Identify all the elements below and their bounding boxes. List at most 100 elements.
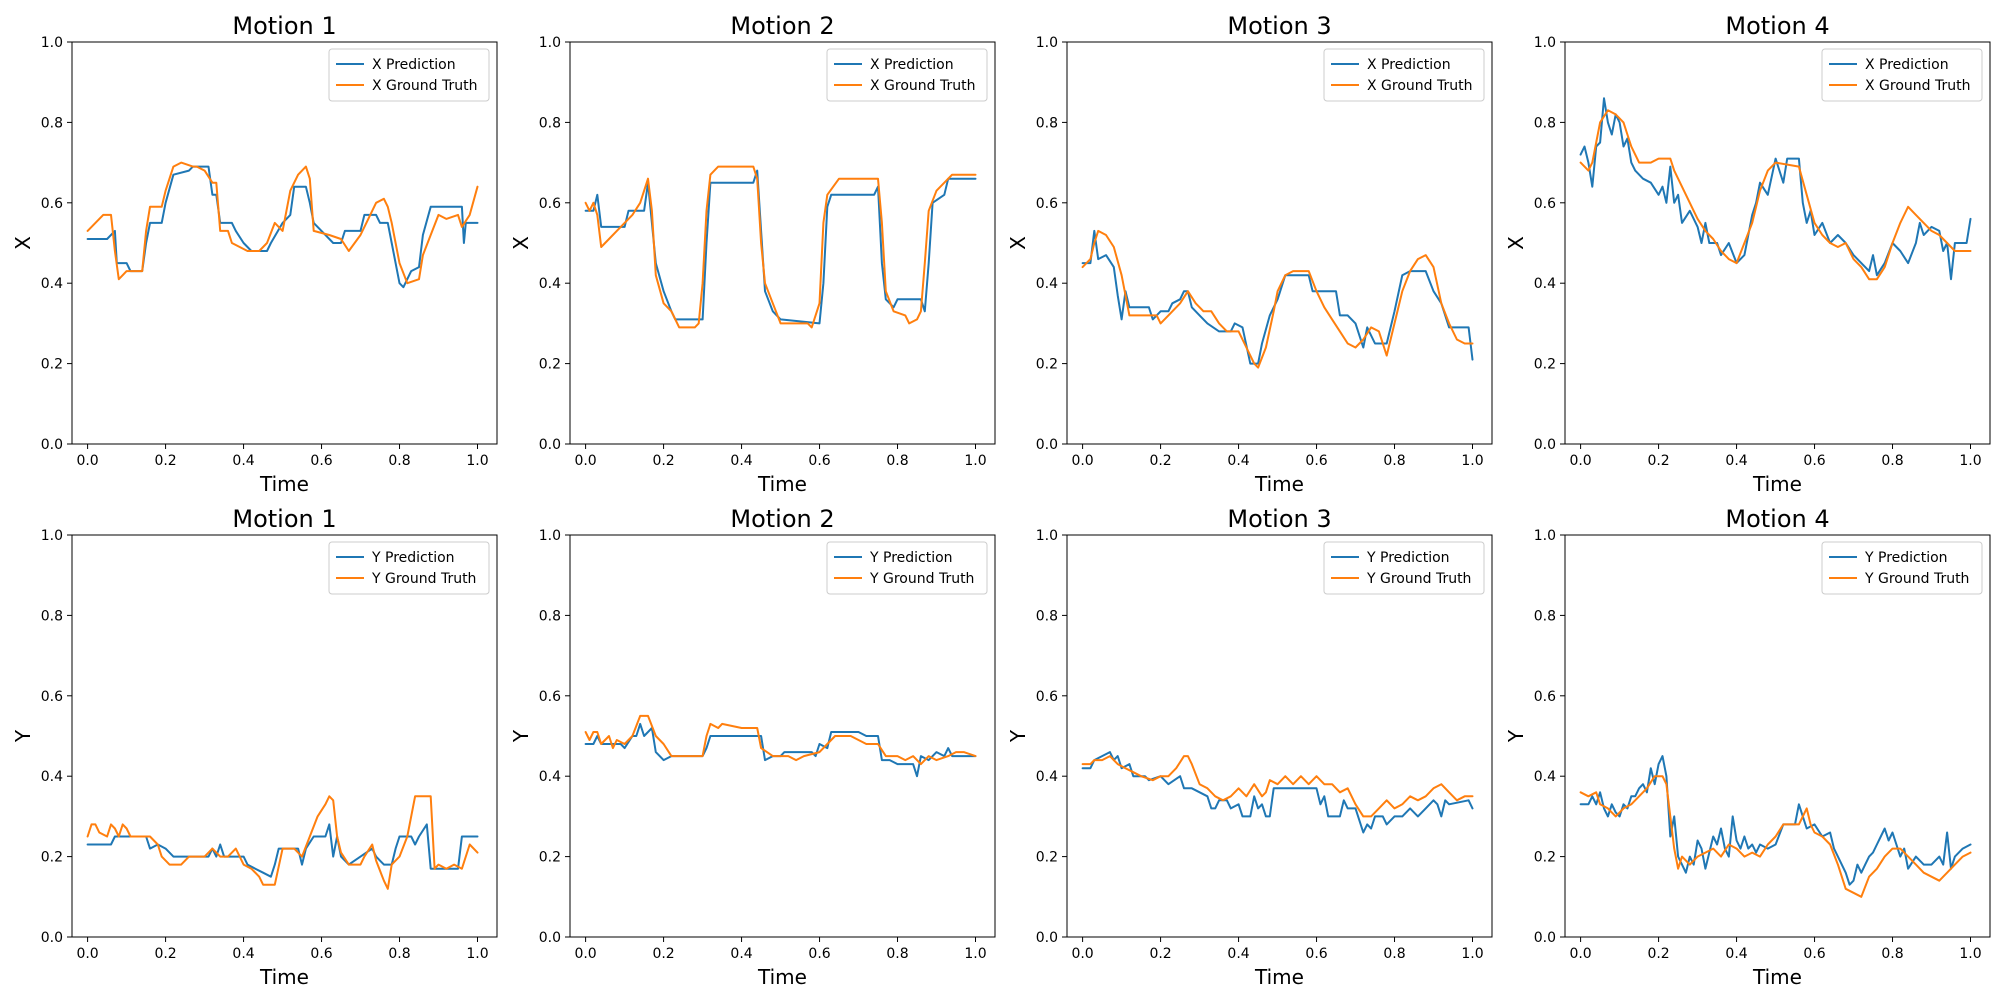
- y-tick-label: 1.0: [1534, 528, 1556, 544]
- x-tick-label: 0.0: [76, 946, 98, 962]
- series-group: [1081, 229, 1474, 369]
- axes-frame: [569, 41, 996, 445]
- y-tick-label: 1.0: [41, 35, 63, 51]
- y-tick-label: 0.8: [539, 608, 561, 624]
- series-group: [1579, 755, 1972, 898]
- x-tick-label: 0.6: [1305, 946, 1327, 962]
- x-axis-label: Time: [1752, 472, 1802, 496]
- x-tick-label: 0.8: [388, 946, 410, 962]
- y-tick-label: 0.8: [539, 115, 561, 131]
- y-tick-label: 0.0: [1534, 437, 1556, 453]
- x-tick-label: 0.8: [1881, 453, 1903, 469]
- legend-label: X Prediction: [1367, 57, 1451, 73]
- axes-frame: [71, 41, 498, 445]
- y-tick-label: 0.6: [41, 196, 63, 212]
- ground-truth-line: [1579, 109, 1972, 281]
- y-tick-label: 0.2: [539, 357, 561, 373]
- y-tick-label: 0.6: [1534, 689, 1556, 705]
- legend-box: [826, 541, 988, 595]
- x-tick-label: 1.0: [1959, 453, 1981, 469]
- x-axis-label: Time: [1254, 965, 1304, 989]
- subplot-2-4: Motion 4 0.0 0.2 0.4 0.6 0.8 1.0 0.0 0.2 0.4 0.6 0.…: [1504, 505, 1991, 989]
- y-tick-label: 1.0: [1534, 35, 1556, 51]
- legend-label: Y Ground Truth: [1864, 571, 1969, 587]
- y-tick-label: 0.4: [41, 276, 63, 292]
- ground-truth-line: [1579, 775, 1972, 898]
- y-tick-label: 0.6: [41, 689, 63, 705]
- subplot-1-3: Motion 3 0.0 0.2 0.4 0.6 0.8 1.0 0.0 0.2 0.4 0.6 0.…: [1006, 12, 1493, 496]
- legend-label: Y Prediction: [1864, 550, 1948, 566]
- x-tick-label: 0.4: [232, 453, 254, 469]
- x-axis-label: Time: [757, 472, 807, 496]
- y-tick-label: 0.6: [539, 196, 561, 212]
- y-tick-label: 0.4: [539, 769, 561, 785]
- x-tick-label: 1.0: [466, 453, 488, 469]
- y-tick-label: 0.2: [539, 850, 561, 866]
- subplot-title: Motion 3: [1227, 12, 1331, 40]
- y-tick-label: 0.4: [1036, 769, 1058, 785]
- prediction-line: [1579, 755, 1972, 886]
- legend-box: [1323, 48, 1485, 102]
- y-tick-label: 0.4: [539, 276, 561, 292]
- x-tick-label: 0.8: [1881, 946, 1903, 962]
- legend-box: [1323, 541, 1485, 595]
- prediction-line: [1579, 97, 1972, 281]
- subplot-1-2: Motion 2 0.0 0.2 0.4 0.6 0.8 1.0 0.0 0.2 0.4 0.6 0.…: [509, 12, 996, 496]
- legend-box: [328, 541, 490, 595]
- y-tick-label: 0.8: [1036, 608, 1058, 624]
- x-tick-label: 0.0: [1071, 946, 1093, 962]
- axes-frame: [1564, 534, 1991, 938]
- axes-frame: [569, 534, 996, 938]
- x-axis-label: Time: [259, 965, 309, 989]
- legend-box: [826, 48, 988, 102]
- legend: X Prediction X Ground Truth: [328, 48, 490, 102]
- legend: Y Prediction Y Ground Truth: [328, 541, 490, 595]
- x-tick-label: 0.4: [730, 453, 752, 469]
- x-tick-label: 0.8: [388, 453, 410, 469]
- legend-label: Y Ground Truth: [1366, 571, 1471, 587]
- series-group: [86, 795, 479, 890]
- legend-label: Y Prediction: [1366, 550, 1450, 566]
- x-tick-label: 0.8: [886, 453, 908, 469]
- x-tick-label: 0.2: [1647, 946, 1669, 962]
- legend-label: Y Prediction: [371, 550, 455, 566]
- subplot-grid: Motion 1 0.0 0.2 0.4 0.6 0.8 1.0 0.0 0.2 0.4 0.6 0.…: [11, 12, 1991, 989]
- x-tick-label: 0.6: [1803, 946, 1825, 962]
- x-tick-label: 0.6: [1305, 453, 1327, 469]
- subplot-2-3: Motion 3 0.0 0.2 0.4 0.6 0.8 1.0 0.0 0.2 0.4 0.6 0.…: [1006, 505, 1493, 989]
- y-tick-label: 0.2: [1534, 850, 1556, 866]
- y-tick-label: 0.0: [41, 437, 63, 453]
- x-tick-label: 0.6: [808, 946, 830, 962]
- legend-box: [1821, 541, 1983, 595]
- axes-frame: [1564, 41, 1991, 445]
- legend-label: Y Prediction: [869, 550, 953, 566]
- ground-truth-line: [86, 161, 479, 285]
- y-tick-label: 0.4: [41, 769, 63, 785]
- y-tick-label: 0.0: [41, 930, 63, 946]
- x-tick-label: 0.8: [886, 946, 908, 962]
- x-tick-label: 1.0: [466, 946, 488, 962]
- x-tick-label: 0.2: [1647, 453, 1669, 469]
- y-tick-label: 0.2: [1534, 357, 1556, 373]
- legend-label: Y Ground Truth: [869, 571, 974, 587]
- legend-label: X Prediction: [870, 57, 954, 73]
- x-axis-label: Time: [1752, 965, 1802, 989]
- x-tick-label: 0.4: [232, 946, 254, 962]
- y-axis-label: Y: [1504, 729, 1528, 743]
- y-tick-label: 0.2: [41, 357, 63, 373]
- y-axis-label: Y: [11, 729, 35, 743]
- axes-frame: [1066, 534, 1493, 938]
- y-tick-label: 1.0: [1036, 35, 1058, 51]
- x-axis-label: Time: [1254, 472, 1304, 496]
- y-tick-label: 0.0: [1036, 930, 1058, 946]
- legend-label: X Ground Truth: [372, 78, 477, 94]
- x-tick-label: 1.0: [1959, 946, 1981, 962]
- subplot-title: Motion 2: [730, 505, 834, 533]
- y-tick-label: 0.6: [1036, 196, 1058, 212]
- y-tick-label: 0.6: [1036, 689, 1058, 705]
- x-tick-label: 1.0: [964, 453, 986, 469]
- y-tick-label: 0.8: [1036, 115, 1058, 131]
- y-tick-label: 0.8: [1534, 115, 1556, 131]
